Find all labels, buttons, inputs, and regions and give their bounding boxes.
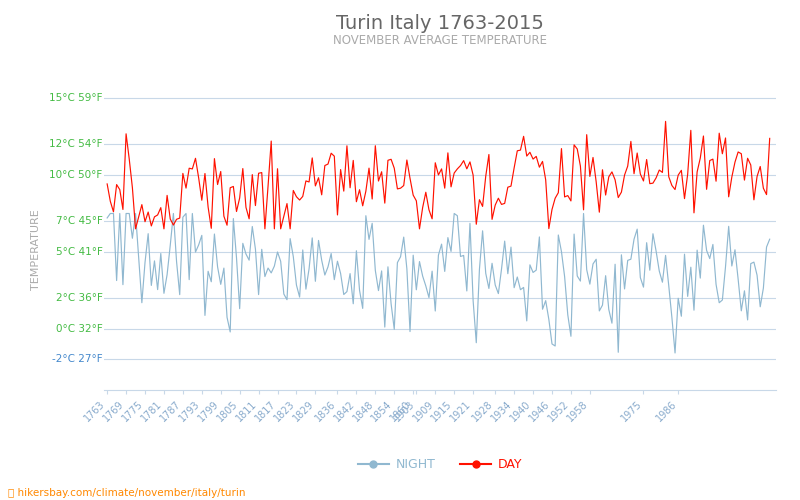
Text: 15°C 59°F: 15°C 59°F xyxy=(49,94,102,104)
Text: 12°C 54°F: 12°C 54°F xyxy=(49,140,102,149)
Text: 5°C 41°F: 5°C 41°F xyxy=(55,247,102,257)
Title: Turin Italy 1763-2015: Turin Italy 1763-2015 xyxy=(336,14,544,34)
Text: NOVEMBER AVERAGE TEMPERATURE: NOVEMBER AVERAGE TEMPERATURE xyxy=(333,34,547,47)
Text: TEMPERATURE: TEMPERATURE xyxy=(31,210,41,290)
Text: 0°C 32°F: 0°C 32°F xyxy=(56,324,102,334)
Text: 7°C 45°F: 7°C 45°F xyxy=(55,216,102,226)
Text: 10°C 50°F: 10°C 50°F xyxy=(49,170,102,180)
Legend: NIGHT, DAY: NIGHT, DAY xyxy=(353,453,527,476)
Text: 2°C 36°F: 2°C 36°F xyxy=(55,293,102,303)
Text: ⛰ hikersbay.com/climate/november/italy/turin: ⛰ hikersbay.com/climate/november/italy/t… xyxy=(8,488,246,498)
Text: -2°C 27°F: -2°C 27°F xyxy=(52,354,102,364)
